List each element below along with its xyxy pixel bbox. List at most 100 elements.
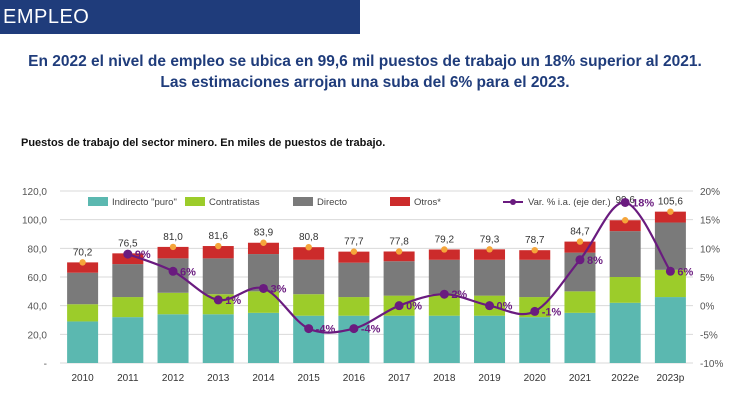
variation-point [213, 295, 223, 305]
bar-segment [293, 315, 325, 363]
legend-line-marker [510, 199, 516, 205]
variation-label: 9% [135, 249, 151, 261]
total-label: 81,0 [163, 232, 183, 243]
total-marker [486, 246, 493, 253]
total-marker [169, 243, 177, 251]
bar-segment [112, 253, 144, 265]
variation-label: 1% [225, 295, 241, 307]
x-tick-label: 2011 [117, 373, 139, 384]
bar-segment [202, 258, 234, 295]
y-left-tick-label: 20,0 [28, 330, 48, 341]
variation-label: 8% [587, 255, 603, 267]
y-left-tick-label: 40,0 [28, 302, 48, 313]
variation-label: 0% [497, 301, 513, 313]
variation-label: -1% [542, 306, 562, 318]
total-label: 77,7 [344, 237, 364, 248]
y-right-tick-label: 5% [700, 273, 715, 284]
bar-segment [654, 211, 686, 223]
x-tick-label: 2016 [343, 373, 366, 384]
bar-segment [202, 246, 234, 259]
x-tick-label: 2010 [71, 373, 94, 384]
bar-segment [654, 297, 686, 363]
x-tick-label: 2021 [569, 373, 592, 384]
total-marker [531, 246, 538, 254]
variation-point [485, 301, 495, 311]
variation-label: -4% [316, 324, 336, 336]
variation-point [439, 289, 449, 299]
x-tick-label: 2012 [162, 373, 185, 384]
bar-segment [67, 262, 99, 273]
bar-segment [112, 317, 144, 363]
variation-label: 18% [632, 197, 654, 209]
total-marker [395, 248, 403, 255]
x-tick-label: 2022e [611, 373, 639, 384]
legend-label: Var. % i.a. (eje der.) [528, 197, 611, 208]
y-right-tick-label: 15% [700, 216, 720, 227]
variation-point [304, 324, 314, 334]
variation-label: 6% [677, 266, 693, 278]
bar-segment [564, 312, 596, 363]
variation-point [394, 301, 404, 311]
legend-swatch [185, 197, 205, 206]
variation-point [575, 255, 585, 265]
x-tick-label: 2019 [478, 373, 501, 384]
total-label: 105,6 [658, 197, 683, 208]
bar-segment [609, 231, 641, 277]
bar-segment [428, 315, 460, 363]
legend-label: Contratistas [209, 197, 260, 208]
y-right-tick-label: 10% [700, 244, 720, 255]
bar-segment [474, 249, 506, 260]
total-marker [350, 248, 358, 255]
y-left-tick-label: 60,0 [28, 273, 48, 284]
x-tick-label: 2023p [656, 373, 684, 384]
bar-segment [293, 259, 325, 295]
bar-segment [338, 297, 370, 316]
bar-segment [519, 317, 551, 363]
section-banner: EMPLEO [0, 0, 360, 34]
total-marker [260, 239, 267, 246]
bar-segment [609, 220, 641, 232]
total-label: 79,2 [435, 234, 455, 245]
variation-point [123, 249, 133, 259]
chart-title: Puestos de trabajo del sector minero. En… [21, 137, 386, 149]
bar-segment [293, 294, 325, 316]
bar-segment [157, 314, 189, 363]
total-label: 80,8 [299, 232, 319, 243]
bar-segment [112, 297, 144, 318]
legend-swatch [88, 197, 108, 206]
variation-label: 6% [180, 266, 196, 278]
variation-point [620, 197, 630, 207]
y-left-tick-label: 80,0 [28, 244, 48, 255]
bar-segment [157, 292, 189, 315]
total-label: 76,5 [118, 238, 138, 249]
bar-segment [428, 294, 460, 316]
bar-segment [383, 315, 415, 363]
legend-swatch [390, 197, 410, 206]
bar-segment [654, 222, 686, 270]
total-marker [576, 238, 584, 245]
x-tick-label: 2018 [433, 373, 456, 384]
total-label: 81,6 [209, 231, 229, 242]
total-marker [441, 246, 448, 253]
bar-segment [564, 291, 596, 313]
legend-label: Indirecto "puro" [112, 197, 177, 208]
total-label: 79,3 [480, 234, 500, 245]
total-label: 77,8 [389, 236, 409, 247]
x-tick-label: 2015 [298, 373, 321, 384]
total-label: 84,7 [570, 227, 590, 238]
variation-point [168, 266, 178, 276]
bar-segment [247, 312, 279, 363]
variation-point [258, 283, 268, 293]
bar-segment [474, 259, 506, 296]
variation-label: 2% [451, 289, 467, 301]
total-label: 78,7 [525, 235, 545, 246]
bar-segment [338, 251, 370, 263]
total-marker [79, 259, 86, 266]
bar-segment [609, 302, 641, 363]
variation-point [665, 266, 675, 276]
bar-segment [474, 315, 506, 363]
bar-segment [67, 304, 99, 322]
total-marker [215, 242, 222, 250]
total-marker [621, 217, 629, 224]
bar-segment [383, 251, 415, 262]
